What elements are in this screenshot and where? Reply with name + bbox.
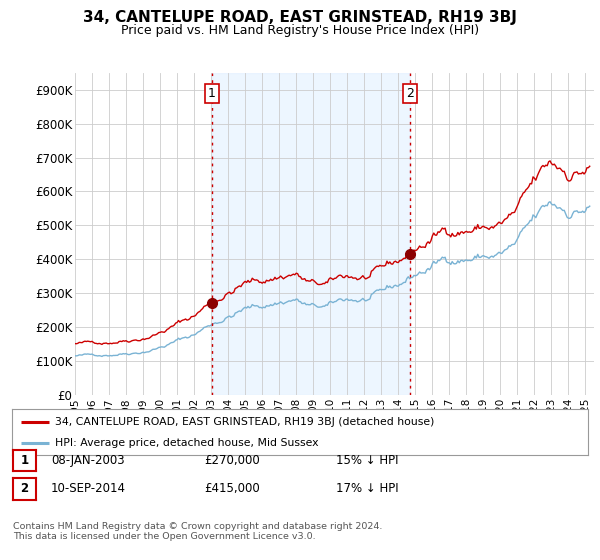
Text: 17% ↓ HPI: 17% ↓ HPI: [336, 482, 398, 496]
Text: £415,000: £415,000: [204, 482, 260, 496]
Text: 10-SEP-2014: 10-SEP-2014: [51, 482, 126, 496]
Text: 08-JAN-2003: 08-JAN-2003: [51, 454, 125, 467]
Text: 15% ↓ HPI: 15% ↓ HPI: [336, 454, 398, 467]
Text: 34, CANTELUPE ROAD, EAST GRINSTEAD, RH19 3BJ (detached house): 34, CANTELUPE ROAD, EAST GRINSTEAD, RH19…: [55, 417, 434, 427]
Text: 1: 1: [208, 87, 216, 100]
Text: 34, CANTELUPE ROAD, EAST GRINSTEAD, RH19 3BJ: 34, CANTELUPE ROAD, EAST GRINSTEAD, RH19…: [83, 10, 517, 25]
Text: HPI: Average price, detached house, Mid Sussex: HPI: Average price, detached house, Mid …: [55, 438, 319, 448]
Text: £270,000: £270,000: [204, 454, 260, 467]
Bar: [212, 73, 410, 395]
Text: 2: 2: [406, 87, 414, 100]
Text: 1: 1: [20, 454, 29, 467]
Text: Contains HM Land Registry data © Crown copyright and database right 2024.
This d: Contains HM Land Registry data © Crown c…: [13, 522, 383, 542]
Text: 2: 2: [20, 482, 29, 496]
Text: Price paid vs. HM Land Registry's House Price Index (HPI): Price paid vs. HM Land Registry's House …: [121, 24, 479, 36]
